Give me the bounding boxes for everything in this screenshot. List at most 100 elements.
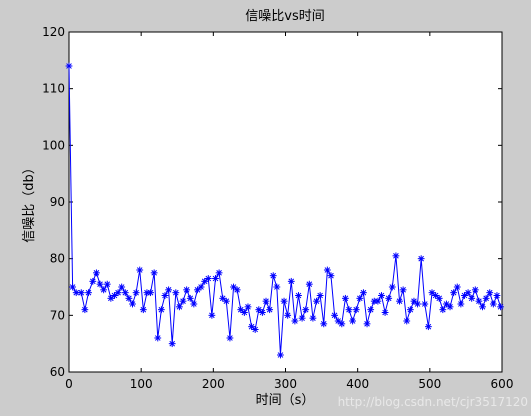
data-point-marker bbox=[489, 300, 497, 308]
data-point-marker bbox=[435, 294, 443, 302]
data-point-marker bbox=[172, 289, 180, 297]
data-point-marker bbox=[298, 314, 306, 322]
data-point-marker bbox=[77, 289, 85, 297]
data-point-marker bbox=[219, 294, 227, 302]
data-point-marker bbox=[486, 289, 494, 297]
data-point-marker bbox=[269, 272, 277, 280]
data-point-marker bbox=[428, 289, 436, 297]
data-point-marker bbox=[360, 289, 367, 297]
data-point-marker bbox=[479, 303, 486, 311]
x-tick-label: 500 bbox=[418, 377, 441, 391]
y-tick-label: 60 bbox=[50, 365, 65, 379]
data-point-marker bbox=[338, 320, 346, 328]
chart-title: 信噪比vs时间 bbox=[245, 9, 324, 24]
x-tick-label: 600 bbox=[491, 377, 514, 391]
data-point-marker bbox=[280, 297, 288, 305]
data-point-marker bbox=[352, 306, 360, 314]
data-point-marker bbox=[482, 294, 490, 302]
data-point-marker bbox=[147, 289, 154, 297]
data-point-marker bbox=[81, 306, 89, 314]
data-point-marker bbox=[168, 340, 176, 348]
data-point-marker bbox=[96, 280, 104, 288]
data-point-marker bbox=[201, 277, 209, 285]
y-tick-label: 80 bbox=[50, 252, 65, 266]
data-point-marker bbox=[157, 306, 165, 314]
data-point-marker bbox=[446, 303, 454, 311]
series-layer bbox=[65, 62, 504, 359]
data-point-marker bbox=[356, 294, 364, 302]
data-point-marker bbox=[284, 311, 292, 319]
data-point-marker bbox=[392, 252, 400, 260]
data-point-marker bbox=[313, 297, 320, 305]
data-point-marker bbox=[323, 266, 331, 274]
data-point-marker bbox=[471, 286, 479, 294]
series-line bbox=[68, 65, 502, 356]
data-point-marker bbox=[204, 275, 212, 282]
plot-area bbox=[68, 31, 503, 373]
ticks-group bbox=[68, 31, 503, 373]
data-point-marker bbox=[194, 286, 201, 294]
data-point-marker bbox=[461, 292, 468, 299]
data-point-marker bbox=[190, 300, 198, 308]
data-point-marker bbox=[100, 286, 108, 294]
data-point-marker bbox=[291, 317, 299, 325]
x-tick-label: 300 bbox=[274, 377, 297, 391]
x-tick-label: 200 bbox=[202, 377, 225, 391]
data-point-marker bbox=[222, 297, 230, 305]
y-tick-label: 120 bbox=[42, 25, 65, 39]
data-point-marker bbox=[121, 289, 129, 297]
data-point-marker bbox=[259, 309, 266, 316]
data-point-marker bbox=[226, 334, 234, 342]
data-point-marker bbox=[432, 292, 440, 299]
data-point-marker bbox=[186, 294, 194, 302]
data-point-marker bbox=[327, 272, 335, 280]
data-point-marker bbox=[277, 351, 284, 359]
data-point-marker bbox=[374, 297, 382, 305]
data-point-marker bbox=[475, 297, 483, 305]
data-point-marker bbox=[262, 297, 270, 305]
x-tick-label: 100 bbox=[130, 377, 153, 391]
data-point-marker bbox=[230, 283, 237, 291]
data-point-marker bbox=[161, 292, 169, 299]
data-point-marker bbox=[363, 320, 371, 328]
data-point-marker bbox=[341, 294, 349, 302]
data-point-marker bbox=[240, 309, 248, 316]
data-point-marker bbox=[107, 294, 115, 302]
data-point-marker bbox=[421, 300, 429, 308]
x-tick-label: 400 bbox=[346, 377, 369, 391]
data-point-marker bbox=[65, 62, 73, 70]
y-tick-label: 110 bbox=[42, 82, 65, 96]
data-point-marker bbox=[266, 306, 274, 314]
data-point-marker bbox=[403, 317, 411, 325]
y-tick-label: 90 bbox=[50, 195, 65, 209]
data-point-marker bbox=[414, 300, 421, 308]
data-point-marker bbox=[493, 292, 501, 299]
data-point-marker bbox=[388, 283, 396, 291]
tick-labels-group: 0 100 200 300 400 500 600 60 70 80 90 100 110 120 bbox=[42, 25, 513, 391]
data-point-marker bbox=[215, 269, 223, 277]
y-axis-title: 信噪比（db） bbox=[22, 161, 37, 243]
data-point-marker bbox=[125, 294, 133, 302]
data-point-marker bbox=[212, 275, 219, 282]
data-point-marker bbox=[255, 306, 263, 314]
data-point-marker bbox=[183, 286, 191, 294]
data-point-marker bbox=[316, 292, 324, 299]
data-point-marker bbox=[443, 300, 450, 308]
data-point-marker bbox=[69, 283, 77, 291]
data-point-marker bbox=[302, 306, 310, 314]
data-point-marker bbox=[331, 311, 338, 319]
data-point-marker bbox=[93, 269, 100, 277]
data-point-marker bbox=[381, 309, 389, 316]
data-point-marker bbox=[450, 289, 458, 297]
data-point-marker bbox=[251, 326, 259, 333]
data-point-marker bbox=[367, 306, 375, 314]
data-point-marker bbox=[85, 289, 92, 297]
data-point-marker bbox=[424, 323, 432, 331]
data-point-marker bbox=[111, 292, 118, 299]
data-point-marker bbox=[114, 289, 122, 297]
data-point-marker bbox=[118, 283, 126, 291]
data-point-marker bbox=[457, 300, 465, 308]
data-point-marker bbox=[309, 314, 317, 322]
data-point-marker bbox=[176, 303, 183, 311]
